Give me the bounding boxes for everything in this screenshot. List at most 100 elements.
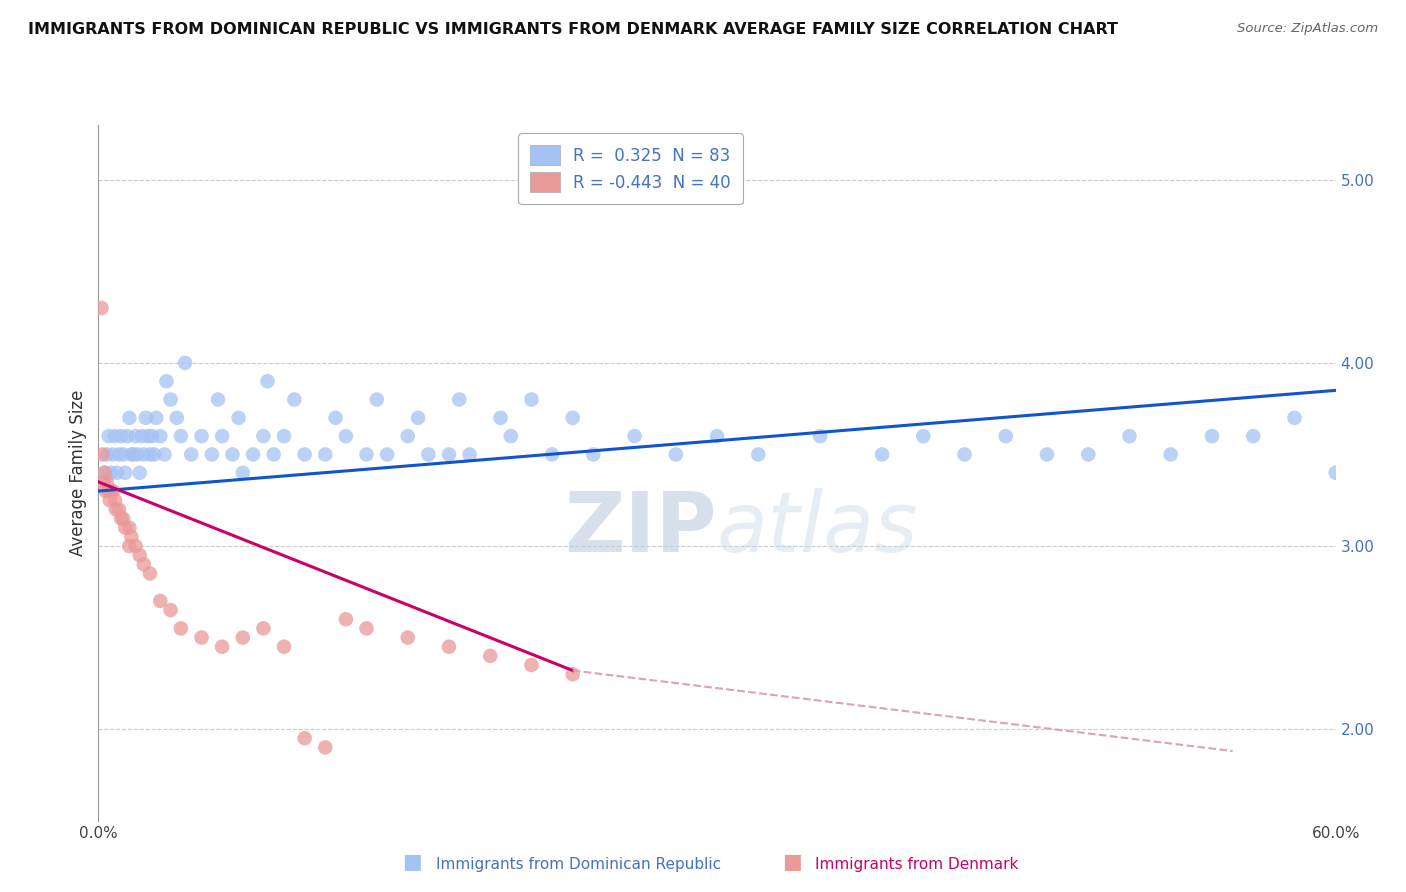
Point bbox=[294, 447, 316, 461]
Point bbox=[808, 429, 831, 443]
Point bbox=[128, 548, 150, 562]
Text: Immigrants from Dominican Republic: Immigrants from Dominican Republic bbox=[436, 857, 721, 872]
Point bbox=[449, 392, 471, 407]
Point bbox=[396, 631, 419, 645]
Point bbox=[104, 493, 127, 508]
Point bbox=[96, 447, 118, 461]
Point bbox=[747, 447, 769, 461]
Point bbox=[1160, 447, 1182, 461]
Point bbox=[232, 631, 254, 645]
Point bbox=[159, 392, 181, 407]
Legend: R =  0.325  N = 83, R = -0.443  N = 40: R = 0.325 N = 83, R = -0.443 N = 40 bbox=[519, 133, 742, 204]
Point bbox=[335, 429, 357, 443]
Point bbox=[100, 466, 122, 480]
Point bbox=[110, 511, 132, 525]
Point bbox=[375, 447, 398, 461]
Point bbox=[396, 429, 419, 443]
Text: ■: ■ bbox=[782, 853, 801, 872]
Text: atlas: atlas bbox=[717, 488, 918, 569]
Point bbox=[128, 466, 150, 480]
Point bbox=[520, 392, 543, 407]
Point bbox=[98, 493, 121, 508]
Point bbox=[122, 447, 145, 461]
Point bbox=[228, 410, 250, 425]
Point bbox=[870, 447, 893, 461]
Point bbox=[170, 429, 193, 443]
Point bbox=[582, 447, 605, 461]
Point bbox=[283, 392, 305, 407]
Point bbox=[108, 502, 131, 516]
Point bbox=[1118, 429, 1140, 443]
Point bbox=[100, 484, 122, 499]
Point bbox=[499, 429, 522, 443]
Point bbox=[325, 410, 347, 425]
Point bbox=[561, 667, 583, 681]
Point bbox=[1241, 429, 1264, 443]
Point bbox=[112, 511, 135, 525]
Text: ZIP: ZIP bbox=[565, 488, 717, 569]
Point bbox=[1201, 429, 1223, 443]
Point bbox=[117, 429, 139, 443]
Point bbox=[159, 603, 181, 617]
Point bbox=[953, 447, 976, 461]
Point bbox=[153, 447, 176, 461]
Point bbox=[180, 447, 202, 461]
Point bbox=[118, 410, 141, 425]
Point bbox=[665, 447, 688, 461]
Point bbox=[520, 658, 543, 673]
Point bbox=[118, 539, 141, 553]
Point bbox=[108, 447, 131, 461]
Point bbox=[101, 447, 124, 461]
Text: Immigrants from Denmark: Immigrants from Denmark bbox=[815, 857, 1019, 872]
Point bbox=[294, 731, 316, 746]
Point bbox=[1077, 447, 1099, 461]
Point bbox=[149, 594, 172, 608]
Point bbox=[90, 301, 112, 315]
Point bbox=[366, 392, 388, 407]
Point bbox=[174, 356, 197, 370]
Point bbox=[139, 447, 162, 461]
Point bbox=[273, 429, 295, 443]
Point bbox=[256, 374, 278, 388]
Point bbox=[120, 530, 142, 544]
Point bbox=[101, 484, 124, 499]
Point bbox=[136, 429, 159, 443]
Point bbox=[104, 502, 127, 516]
Point bbox=[143, 447, 166, 461]
Text: ■: ■ bbox=[402, 853, 422, 872]
Y-axis label: Average Family Size: Average Family Size bbox=[69, 390, 87, 556]
Point bbox=[141, 429, 163, 443]
Point bbox=[273, 640, 295, 654]
Point bbox=[149, 429, 172, 443]
Point bbox=[1284, 410, 1306, 425]
Point bbox=[131, 429, 153, 443]
Point bbox=[252, 621, 274, 635]
Point bbox=[105, 466, 128, 480]
Point bbox=[458, 447, 481, 461]
Text: Source: ZipAtlas.com: Source: ZipAtlas.com bbox=[1237, 22, 1378, 36]
Point bbox=[96, 475, 118, 489]
Point bbox=[132, 558, 155, 572]
Point bbox=[207, 392, 229, 407]
Point bbox=[221, 447, 243, 461]
Point bbox=[232, 466, 254, 480]
Point bbox=[132, 447, 155, 461]
Point bbox=[406, 410, 429, 425]
Point bbox=[155, 374, 177, 388]
Point bbox=[97, 429, 120, 443]
Point bbox=[418, 447, 440, 461]
Point bbox=[120, 447, 142, 461]
Point bbox=[437, 447, 460, 461]
Point bbox=[139, 566, 162, 581]
Point bbox=[479, 648, 502, 663]
Text: IMMIGRANTS FROM DOMINICAN REPUBLIC VS IMMIGRANTS FROM DENMARK AVERAGE FAMILY SIZ: IMMIGRANTS FROM DOMINICAN REPUBLIC VS IM… bbox=[28, 22, 1118, 37]
Point bbox=[93, 466, 115, 480]
Point bbox=[314, 447, 336, 461]
Point bbox=[127, 447, 149, 461]
Point bbox=[97, 484, 120, 499]
Point bbox=[263, 447, 285, 461]
Point bbox=[124, 539, 146, 553]
Point bbox=[104, 429, 127, 443]
Point bbox=[110, 429, 132, 443]
Point bbox=[211, 640, 233, 654]
